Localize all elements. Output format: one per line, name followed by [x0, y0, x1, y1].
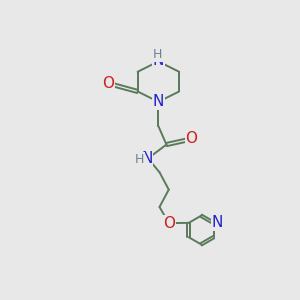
Text: N: N: [153, 94, 164, 109]
Text: O: O: [185, 131, 197, 146]
Text: H: H: [152, 48, 162, 62]
Text: O: O: [163, 216, 175, 231]
Text: H: H: [134, 153, 144, 166]
Text: N: N: [153, 53, 164, 68]
Text: N: N: [141, 151, 152, 166]
Text: N: N: [211, 215, 223, 230]
Text: O: O: [102, 76, 114, 91]
